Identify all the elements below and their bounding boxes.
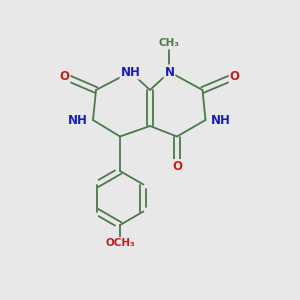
Text: NH: NH [211,113,231,127]
Text: CH₃: CH₃ [159,38,180,49]
Text: NH: NH [121,65,140,79]
Text: O: O [172,160,182,173]
Text: O: O [230,70,240,83]
Text: N: N [164,65,175,79]
Text: NH: NH [68,113,88,127]
Text: O: O [59,70,70,83]
Text: OCH₃: OCH₃ [105,238,135,248]
